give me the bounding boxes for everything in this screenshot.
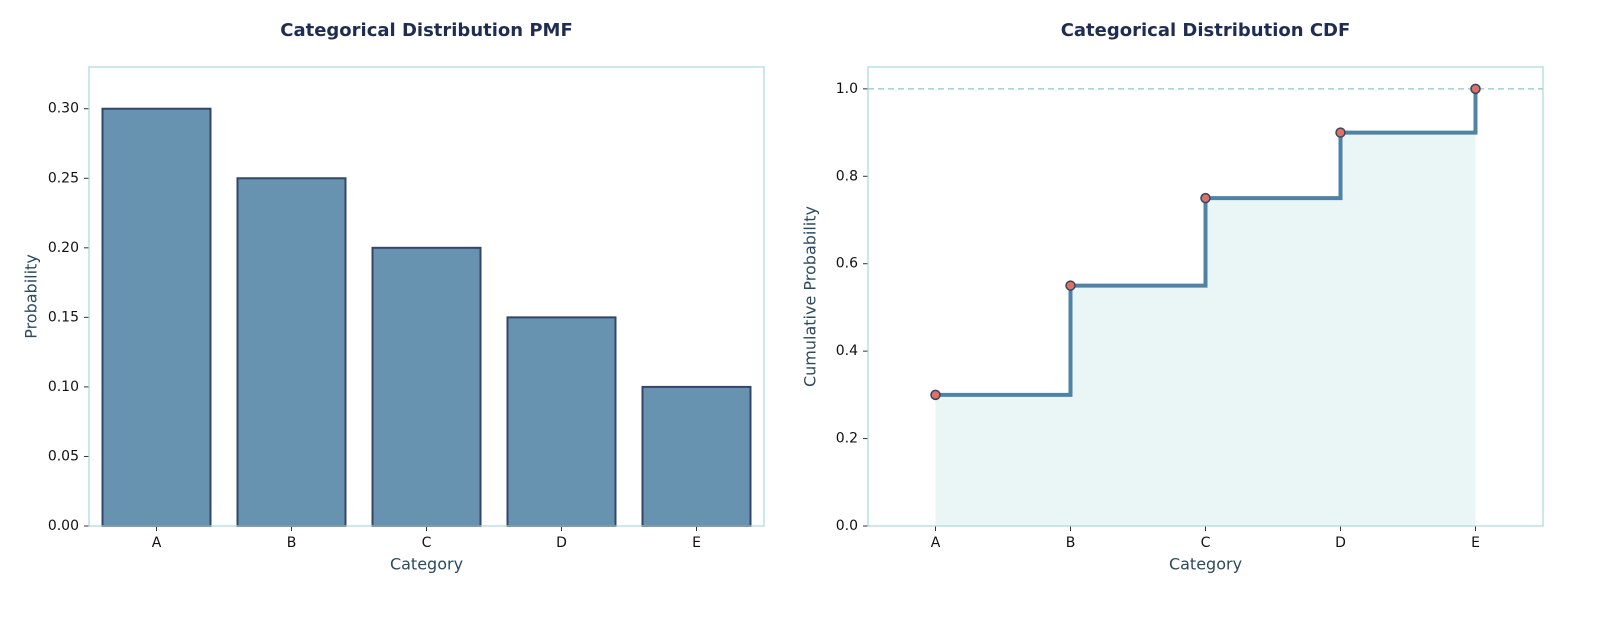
y-tick-label: 0.6: [836, 256, 858, 272]
y-tick-label: 1.0: [836, 81, 858, 97]
y-tick-label: 0.2: [836, 431, 858, 447]
bar: [236, 177, 347, 527]
y-tick-label: 0.15: [48, 309, 79, 325]
x-tick-label: A: [931, 535, 941, 551]
cdf-point: [1200, 192, 1211, 204]
y-tick-label: 0.30: [48, 101, 79, 117]
y-tick-label: 0.10: [48, 379, 79, 395]
chart-title: Categorical Distribution CDF: [1061, 20, 1351, 41]
x-tick-label: B: [287, 535, 297, 551]
plot-frame: [867, 66, 1544, 527]
x-tick-label: E: [1471, 535, 1480, 551]
cdf-point: [930, 389, 941, 401]
x-tick-label: D: [1335, 535, 1346, 551]
y-tick-label: 0.05: [48, 448, 79, 464]
bar: [641, 385, 752, 527]
cdf-point: [1335, 127, 1346, 138]
x-axis-label: Category: [390, 555, 463, 574]
x-tick-label: D: [556, 535, 567, 551]
bar: [101, 107, 212, 528]
bar: [371, 246, 482, 527]
y-tick-label: 0.0: [836, 518, 858, 534]
y-tick-label: 0.8: [836, 168, 858, 184]
x-tick-label: B: [1066, 535, 1076, 551]
y-tick-label: 0.25: [48, 170, 79, 186]
y-axis-label: Probability: [22, 254, 41, 339]
x-tick-label: C: [1201, 535, 1211, 551]
y-tick-label: 0.20: [48, 240, 79, 256]
x-tick-label: E: [692, 535, 701, 551]
x-tick-label: C: [422, 535, 432, 551]
x-axis-label: Category: [1169, 555, 1242, 574]
plot-frame: [88, 66, 765, 527]
y-tick-label: 0.00: [48, 518, 79, 534]
chart-title: Categorical Distribution PMF: [280, 20, 573, 41]
cdf-point: [1470, 83, 1481, 95]
x-tick-label: A: [152, 535, 162, 551]
bar: [506, 316, 617, 528]
y-axis-label: Cumulative Probability: [801, 206, 820, 387]
cdf-point: [1065, 280, 1076, 291]
cdf-area: [935, 88, 1476, 526]
y-tick-label: 0.4: [836, 343, 858, 359]
